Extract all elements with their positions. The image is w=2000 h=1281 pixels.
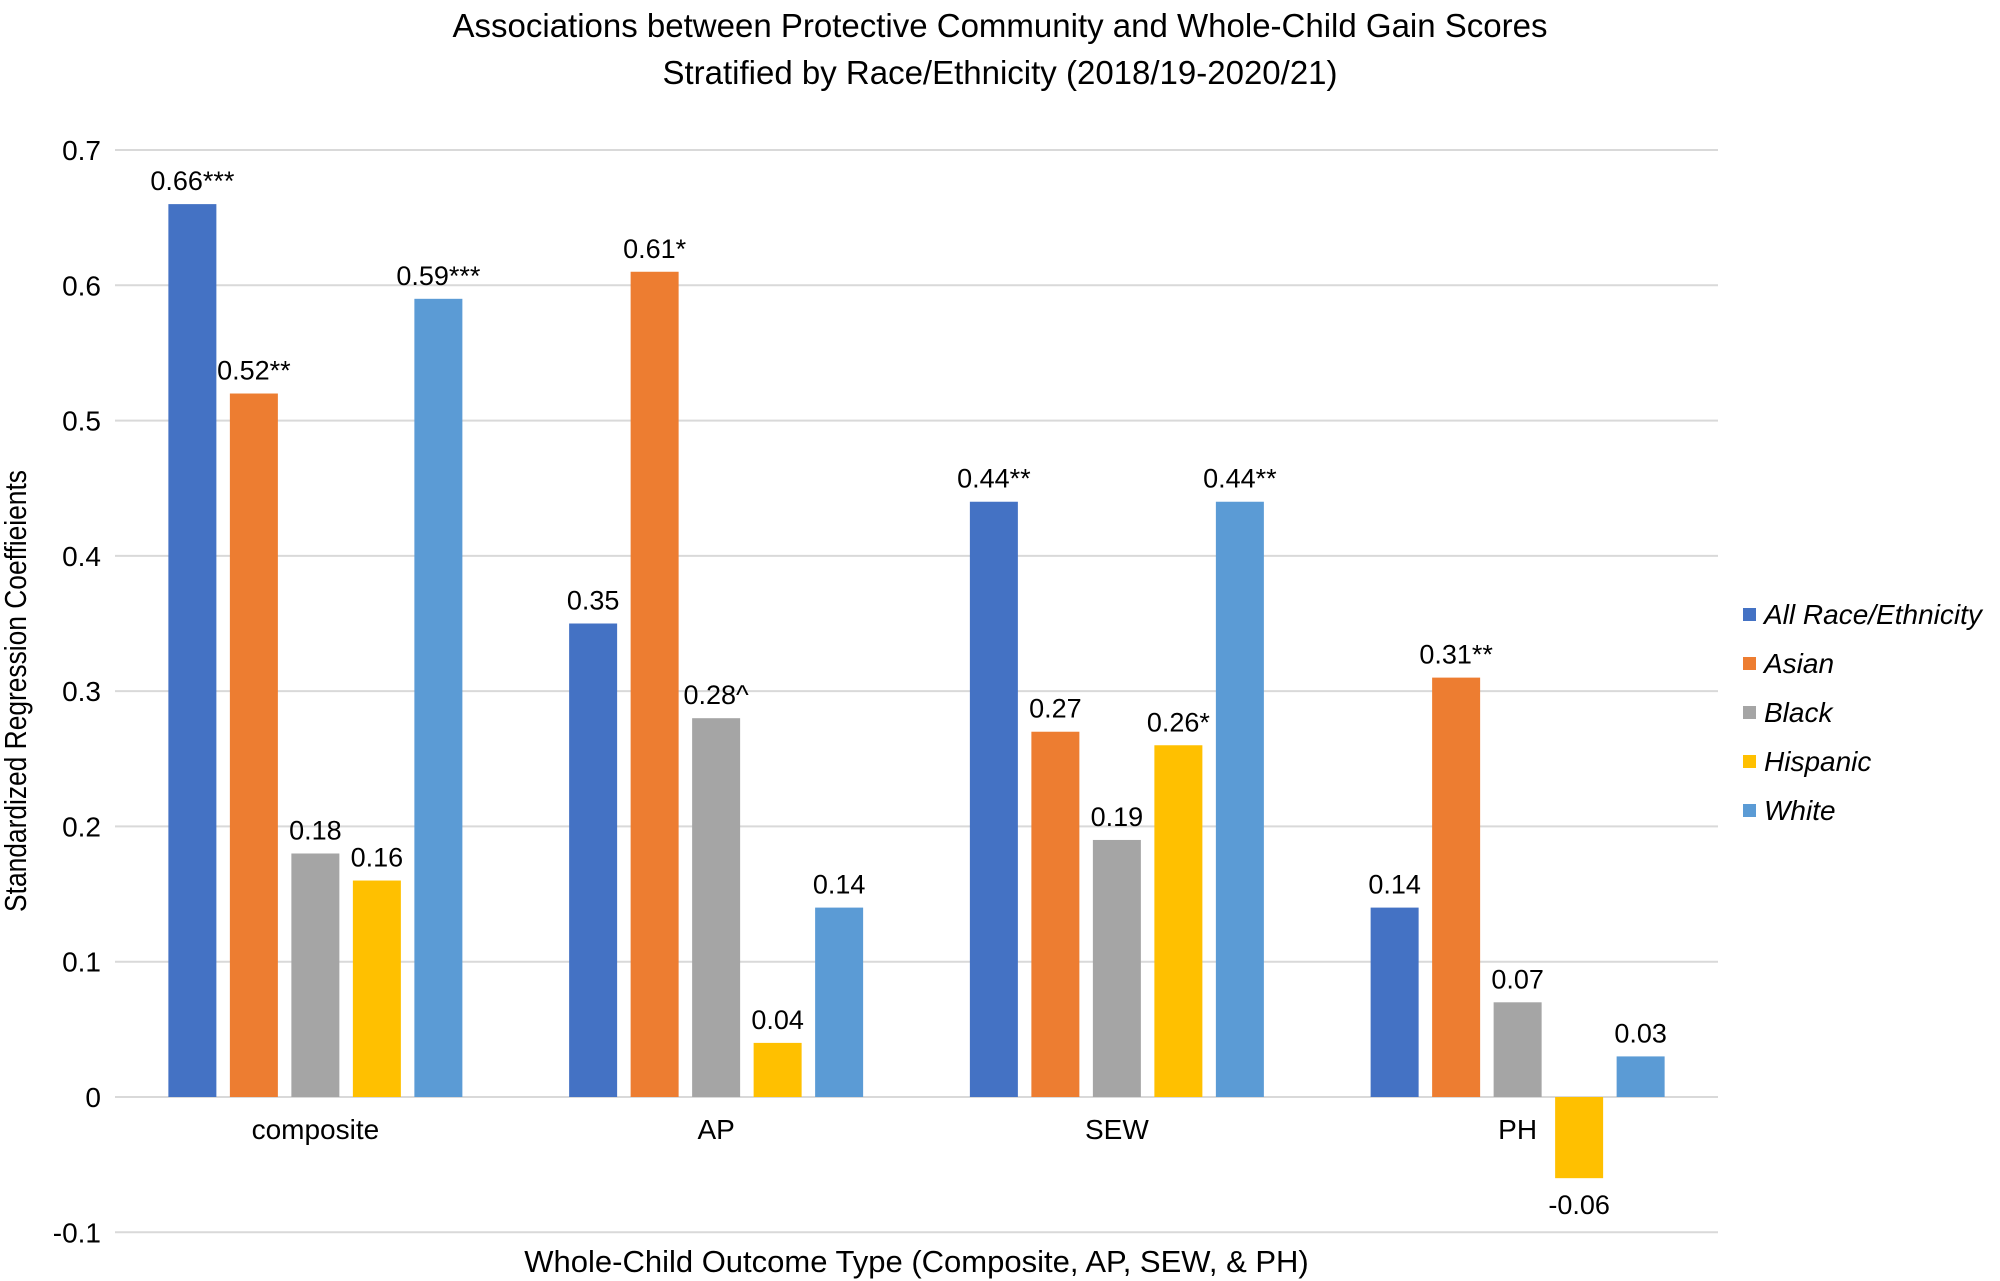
legend-label: All Race/Ethnicity <box>1764 598 1982 630</box>
y-tick-label: 0.1 <box>62 947 101 978</box>
y-tick-label: -0.1 <box>53 1217 101 1248</box>
data-label: 0.07 <box>1491 964 1544 994</box>
legend-swatch <box>1743 804 1756 817</box>
data-label: 0.14 <box>1368 870 1421 900</box>
bar <box>1370 907 1419 1097</box>
y-tick-label: 0 <box>85 1082 101 1113</box>
bar <box>1031 731 1080 1097</box>
bar <box>1493 1002 1542 1097</box>
y-tick-label: 0.5 <box>62 406 101 437</box>
y-tick-label: 0.7 <box>62 135 101 166</box>
data-label: 0.35 <box>567 586 620 616</box>
legend-label: Black <box>1764 696 1833 728</box>
bar <box>1215 501 1264 1097</box>
data-label: 0.04 <box>751 1005 804 1035</box>
bar <box>1555 1097 1604 1179</box>
x-tick-label: SEW <box>1085 1114 1149 1145</box>
bar <box>969 501 1018 1097</box>
legend-swatch <box>1743 706 1756 719</box>
legend-label: White <box>1764 794 1836 826</box>
chart-subtitle: Stratified by Race/Ethnicity (2018/19-20… <box>662 54 1338 91</box>
bar <box>569 623 618 1097</box>
data-label: -0.06 <box>1548 1190 1610 1220</box>
data-label: 0.18 <box>289 815 342 845</box>
bar <box>815 907 864 1097</box>
data-label: 0.61* <box>623 234 687 264</box>
bar <box>753 1042 802 1097</box>
bar <box>692 718 741 1097</box>
legend-label: Hispanic <box>1764 745 1872 777</box>
data-label: 0.14 <box>813 870 866 900</box>
data-label: 0.66*** <box>150 166 235 196</box>
bar <box>1092 839 1141 1097</box>
bar <box>352 880 401 1097</box>
legend-item: Asian <box>1743 639 1982 688</box>
legend-swatch <box>1743 755 1756 768</box>
data-label: 0.44** <box>1203 464 1277 494</box>
legend-swatch <box>1743 608 1756 621</box>
bar <box>1154 745 1203 1097</box>
y-tick-label: 0.6 <box>62 270 101 301</box>
legend-item: White <box>1743 786 1982 835</box>
legend: All Race/Ethnicity Asian Black Hispanic … <box>1743 590 1982 835</box>
x-tick-label: AP <box>697 1114 734 1145</box>
bar <box>414 298 463 1097</box>
x-axis-title: Whole-Child Outcome Type (Composite, AP,… <box>524 1244 1309 1279</box>
data-label: 0.27 <box>1029 694 1082 724</box>
y-tick-label: 0.2 <box>62 811 101 842</box>
data-label: 0.28^ <box>684 680 750 710</box>
bar <box>168 204 217 1098</box>
chart-title: Associations between Protective Communit… <box>452 7 1548 44</box>
data-label: 0.44** <box>957 464 1031 494</box>
data-label: 0.31** <box>1419 640 1493 670</box>
legend-item: Black <box>1743 688 1982 737</box>
y-axis-title: Standardized Regression Coeffieients <box>0 470 33 912</box>
legend-item: Hispanic <box>1743 737 1982 786</box>
bar <box>1432 677 1481 1097</box>
data-label: 0.03 <box>1614 1018 1667 1048</box>
x-tick-label: composite <box>252 1114 380 1145</box>
legend-item: All Race/Ethnicity <box>1743 590 1982 639</box>
legend-swatch <box>1743 657 1756 670</box>
bar <box>630 271 679 1097</box>
legend-label: Asian <box>1764 647 1835 679</box>
data-label: 0.26* <box>1147 707 1211 737</box>
data-label: 0.52** <box>217 356 291 386</box>
bar <box>229 393 278 1097</box>
bar <box>291 853 340 1097</box>
data-label: 0.19 <box>1091 802 1144 832</box>
data-label: 0.16 <box>351 843 404 873</box>
data-label: 0.59*** <box>396 261 481 291</box>
bar <box>1616 1056 1665 1097</box>
y-tick-label: 0.4 <box>62 541 101 572</box>
y-tick-label: 0.3 <box>62 676 101 707</box>
x-tick-label: PH <box>1498 1114 1537 1145</box>
